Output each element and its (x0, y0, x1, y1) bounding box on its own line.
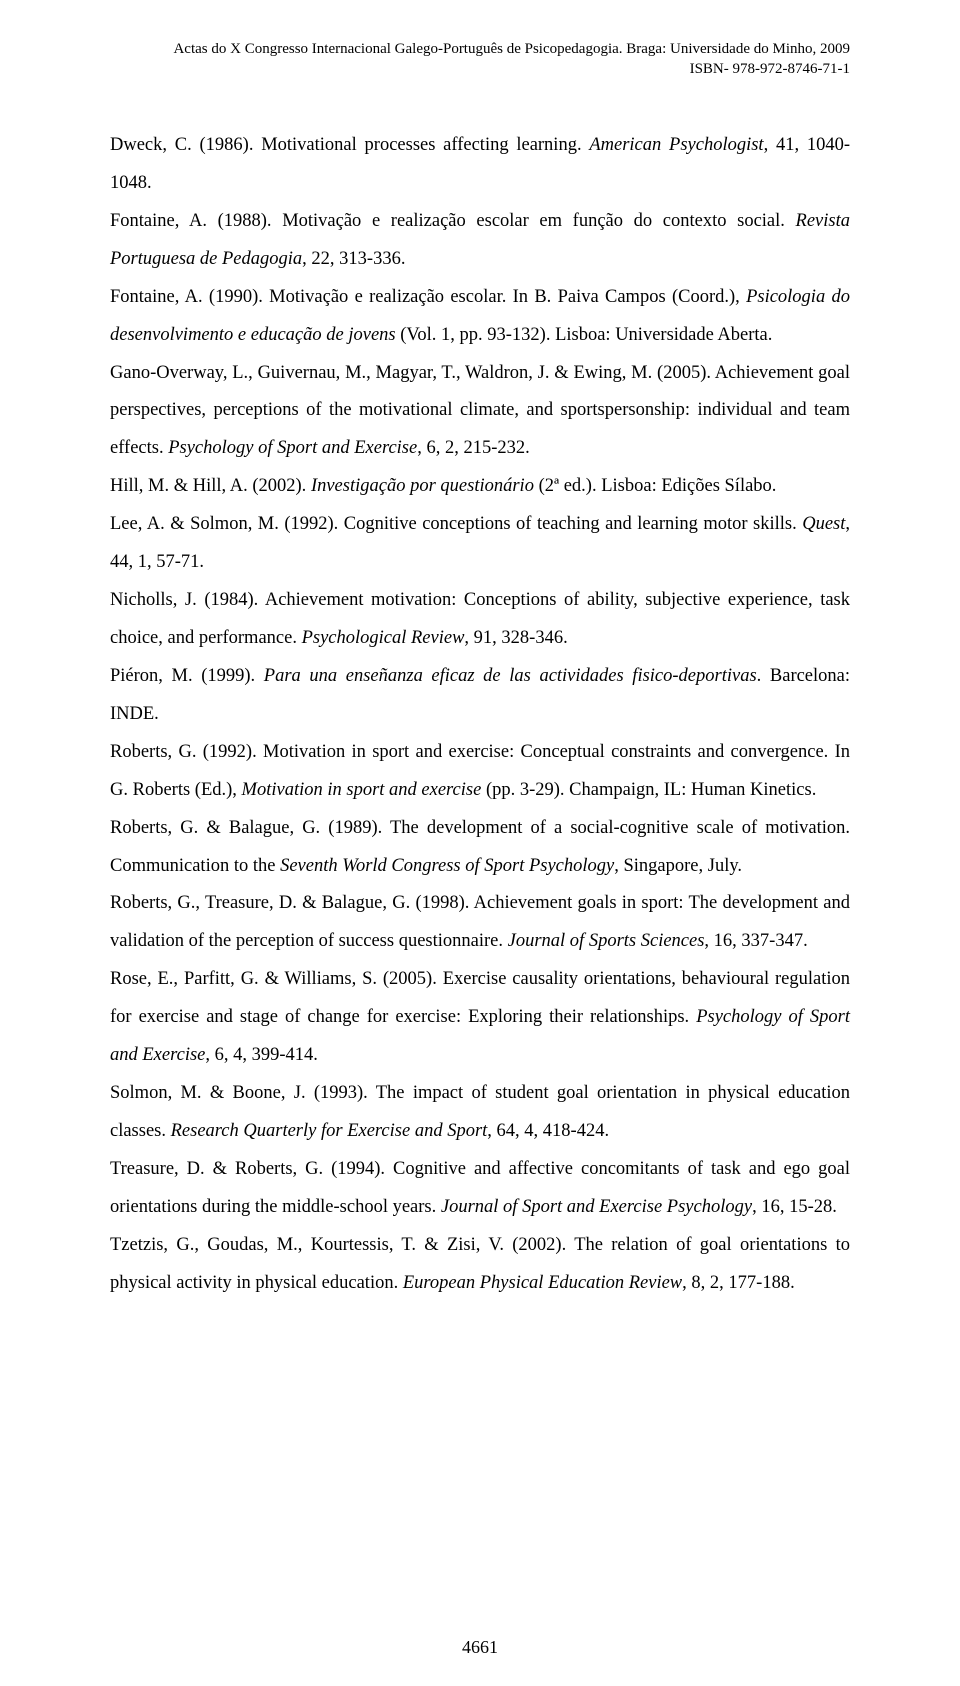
reference-text-span: , 16, 337-347. (704, 931, 807, 951)
reference-italic-span: Seventh World Congress of Sport Psycholo… (280, 856, 614, 876)
reference-italic-span: Investigação por questionário (311, 476, 539, 496)
reference-text-span: (pp. 3-29). Champaign, IL: Human Kinetic… (486, 780, 816, 800)
reference-italic-span: Motivation in sport and exercise (242, 780, 486, 800)
running-header: Actas do X Congresso Internacional Galeg… (110, 40, 850, 79)
reference-text-span: , 8, 2, 177-188. (682, 1273, 795, 1293)
reference-italic-span: Journal of Sports Sciences (508, 931, 705, 951)
reference-text-span: , Singapore, July. (614, 856, 742, 876)
reference-text-span: (2ª ed.). Lisboa: Edições Sílabo. (539, 476, 777, 496)
reference-text-span: Piéron, M. (1999). (110, 666, 264, 686)
reference-text-span: Dweck, C. (1986). Motivational processes… (110, 135, 589, 155)
reference-entry: Roberts, G. (1992). Motivation in sport … (110, 734, 850, 810)
reference-text-span: , 6, 2, 215-232. (417, 438, 530, 458)
reference-text-span: Hill, M. & Hill, A. (2002). (110, 476, 311, 496)
reference-entry: Dweck, C. (1986). Motivational processes… (110, 127, 850, 203)
reference-text-span: , 64, 4, 418-424. (487, 1121, 609, 1141)
reference-entry: Rose, E., Parfitt, G. & Williams, S. (20… (110, 961, 850, 1075)
reference-entry: Roberts, G. & Balague, G. (1989). The de… (110, 810, 850, 886)
reference-entry: Treasure, D. & Roberts, G. (1994). Cogni… (110, 1151, 850, 1227)
reference-italic-span: Quest (802, 514, 845, 534)
reference-text-span: (Vol. 1, pp. 93-132). Lisboa: Universida… (400, 325, 772, 345)
reference-italic-span: Para una enseñanza eficaz de las activid… (264, 666, 757, 686)
reference-text-span: Lee, A. & Solmon, M. (1992). Cognitive c… (110, 514, 802, 534)
page-number: 4661 (0, 1637, 960, 1658)
reference-italic-span: Psychological Review (302, 628, 465, 648)
reference-text-span: , 6, 4, 399-414. (205, 1045, 318, 1065)
reference-text-span: , 22, 313-336. (302, 249, 405, 269)
reference-italic-span: European Physical Education Review (403, 1273, 682, 1293)
reference-entry: Solmon, M. & Boone, J. (1993). The impac… (110, 1075, 850, 1151)
reference-entry: Fontaine, A. (1990). Motivação e realiza… (110, 279, 850, 355)
reference-text-span: , 91, 328-346. (464, 628, 567, 648)
reference-entry: Gano-Overway, L., Guivernau, M., Magyar,… (110, 355, 850, 469)
document-page: Actas do X Congresso Internacional Galeg… (0, 0, 960, 1686)
header-line-1: Actas do X Congresso Internacional Galeg… (110, 40, 850, 60)
reference-italic-span: American Psychologist (589, 135, 763, 155)
reference-text-span: Fontaine, A. (1988). Motivação e realiza… (110, 211, 796, 231)
reference-italic-span: Research Quarterly for Exercise and Spor… (171, 1121, 488, 1141)
reference-italic-span: Psychology of Sport and Exercise (168, 438, 417, 458)
reference-entry: Piéron, M. (1999). Para una enseñanza ef… (110, 658, 850, 734)
reference-italic-span: Journal of Sport and Exercise Psychology (441, 1197, 752, 1217)
reference-entry: Tzetzis, G., Goudas, M., Kourtessis, T. … (110, 1227, 850, 1303)
reference-entry: Hill, M. & Hill, A. (2002). Investigação… (110, 468, 850, 506)
reference-text-span: Fontaine, A. (1990). Motivação e realiza… (110, 287, 746, 307)
reference-entry: Nicholls, J. (1984). Achievement motivat… (110, 582, 850, 658)
reference-entry: Fontaine, A. (1988). Motivação e realiza… (110, 203, 850, 279)
reference-entry: Lee, A. & Solmon, M. (1992). Cognitive c… (110, 506, 850, 582)
header-line-2: ISBN- 978-972-8746-71-1 (110, 60, 850, 80)
references-block: Dweck, C. (1986). Motivational processes… (110, 127, 850, 1303)
reference-entry: Roberts, G., Treasure, D. & Balague, G. … (110, 885, 850, 961)
reference-text-span: , 16, 15-28. (752, 1197, 837, 1217)
